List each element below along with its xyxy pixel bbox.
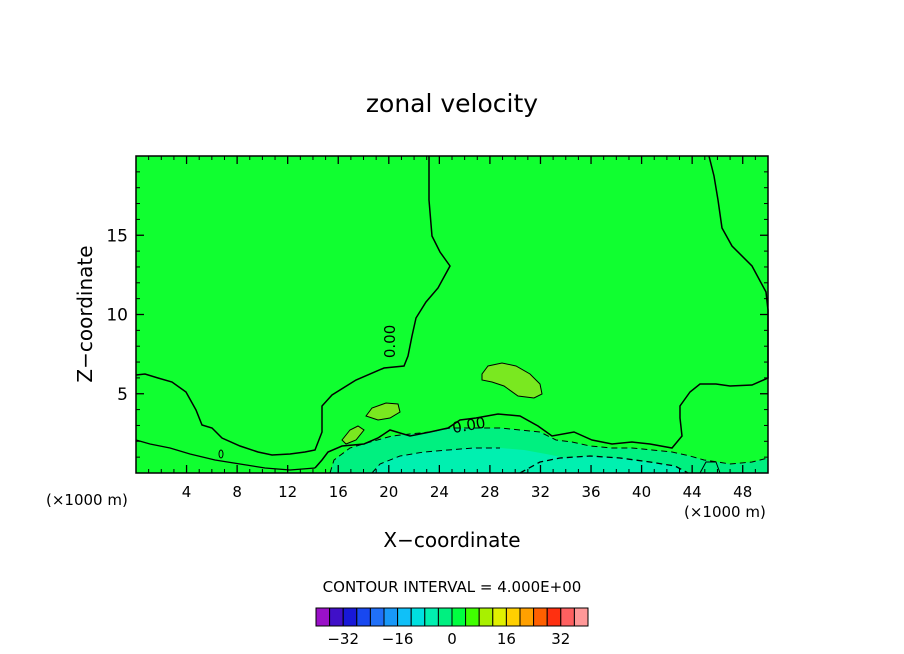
colorbar: −32 −16 0 16 32 [315,607,589,648]
region-positive-blob-1 [482,363,542,398]
colorbar-swatch [383,607,399,627]
colorbar-swatch [519,607,535,627]
x-tick-label: 20 [379,483,398,501]
negative-contour-8 [519,455,689,474]
zero-contour-main [135,156,451,456]
colorbar-swatch [451,607,467,627]
colorbar-swatch [369,607,385,627]
colorbar-swatch [573,607,589,627]
region-positive-lower [136,156,768,470]
region-positive-blob-3 [342,426,364,444]
negative-contour-8-left [371,447,500,474]
x-unit-left: (×1000 m) [46,491,128,509]
colorbar-swatch [424,607,439,627]
colorbar-tick-label: −32 [327,630,359,648]
colorbar-swatch [410,607,426,627]
x-tick-label: 4 [182,483,192,501]
positive-contour-blob-2 [365,402,401,421]
contour-label: 0.00 [381,325,399,358]
small-contour-right [699,461,721,474]
chart-title: zonal velocity [366,89,538,118]
x-axis-ticks: 4 8 12 16 20 24 28 32 36 40 44 48 [148,156,756,501]
colorbar-swatch [315,607,331,627]
colorbar-swatch [560,607,575,627]
x-tick-label: 40 [632,483,651,501]
y-axis-ticks: 5 10 15 [106,171,768,458]
colorbar-swatch [478,607,494,627]
x-tick-label: 16 [329,483,348,501]
x-tick-label: 28 [480,483,499,501]
contour-interval-text: CONTOUR INTERVAL = 4.000E+00 [323,578,582,596]
colorbar-swatch [356,607,371,627]
colorbar-tick-label: 16 [497,630,516,648]
x-tick-label: 44 [683,483,702,501]
x-tick-label: 24 [430,483,449,501]
x-unit-right: (×1000 m) [684,503,766,521]
contour-labels: 0.00 0.00 [381,325,487,437]
plot-area: 0.00 0.00 [135,155,769,474]
y-axis-label: Z−coordinate [73,245,97,382]
colorbar-tick-label: −16 [382,630,414,648]
x-tick-label: 8 [232,483,242,501]
colorbar-swatch [546,607,562,627]
negative-contour-4 [329,427,769,474]
contour-label: 0.00 [451,414,487,438]
contour-lines [135,155,769,474]
colorbar-swatch [397,607,412,627]
y-tick-label: 15 [106,226,128,246]
y-tick-label: 10 [106,306,128,326]
y-tick-label: 5 [117,385,128,405]
small-contour-loop [218,449,224,459]
x-tick-label: 36 [581,483,600,501]
colorbar-swatch [533,607,548,627]
x-tick-label: 32 [531,483,550,501]
colorbar-swatch [342,607,358,627]
colorbar-swatch [505,607,521,627]
zero-contour-right [314,155,769,469]
colorbar-swatch [492,607,507,627]
positive-contour-blob-3 [341,425,365,445]
zero-contour-lower-left [135,439,316,471]
positive-contour-blob-1 [481,362,543,399]
x-tick-label: 48 [733,483,752,501]
x-axis-label: X−coordinate [383,528,520,552]
colorbar-swatch [465,607,480,627]
x-tick-label: 12 [278,483,297,501]
colorbar-swatch [329,607,344,627]
colorbar-swatch [437,607,453,627]
region-negative-patch [520,456,688,473]
colorbar-tick-label: 32 [551,630,570,648]
colorbar-tick-label: 0 [447,630,457,648]
